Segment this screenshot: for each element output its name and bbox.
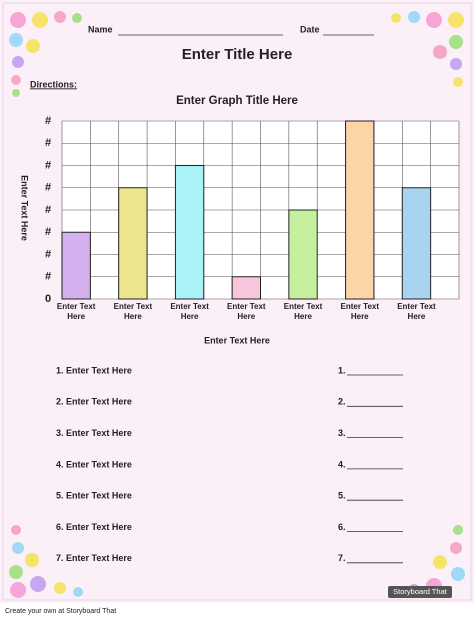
question-text: 1. Enter Text Here xyxy=(56,365,132,375)
x-tick-label: Enter Text Here xyxy=(170,302,209,321)
question-text: 2. Enter Text Here xyxy=(56,397,132,407)
x-tick-label: Enter Text Here xyxy=(113,302,153,321)
x-tick-label-box: Enter Text Here xyxy=(113,302,153,321)
question-text: 5. Enter Text Here xyxy=(56,491,132,501)
question-text: 4. Enter Text Here xyxy=(56,459,132,469)
answer-number: 1. xyxy=(338,365,346,375)
bar xyxy=(174,165,205,300)
answer-number: 5. xyxy=(338,491,346,501)
answer-number: 2. xyxy=(338,397,346,407)
y-tick-label: # xyxy=(45,182,51,194)
x-tick-label-box: Enter Text Here xyxy=(56,302,96,321)
page-background xyxy=(0,0,474,603)
directions-label: Directions: xyxy=(30,79,77,89)
footer-logo: Storyboard That xyxy=(393,587,448,596)
footer-bar xyxy=(0,603,474,620)
emoji-decoration xyxy=(9,11,465,598)
question-text: 7. Enter Text Here xyxy=(56,553,132,563)
x-tick-label-box: Enter Text Here xyxy=(283,302,323,321)
bar xyxy=(231,276,261,300)
x-tick-label: Enter Text Here xyxy=(227,302,266,321)
y-axis-label: Enter Text Here xyxy=(20,175,30,241)
bar xyxy=(118,187,148,300)
x-tick-label-box: Enter Text Here xyxy=(170,302,209,321)
x-tick-label-box: Enter Text Here xyxy=(227,302,266,321)
page-border xyxy=(2,2,472,601)
y-tick-label: # xyxy=(45,271,51,283)
y-tick-label: # xyxy=(45,226,51,238)
answer-number: 4. xyxy=(338,459,346,469)
name-label: Name xyxy=(88,24,113,34)
bar xyxy=(61,231,91,300)
y-tick-label: # xyxy=(45,115,51,127)
title: Enter Title Here xyxy=(182,46,293,63)
chart-title: Enter Graph Title Here xyxy=(176,95,298,107)
x-tick-label: Enter Text Here xyxy=(56,302,96,321)
x-tick-label: Enter Text Here xyxy=(340,302,380,321)
x-tick-label: Enter Text Here xyxy=(397,302,436,321)
bar xyxy=(345,120,375,300)
x-tick-label-box: Enter Text Here xyxy=(340,302,380,321)
x-tick-label-box: Enter Text Here xyxy=(397,302,436,321)
y-tick-label: # xyxy=(45,159,51,171)
x-tick-label: Enter Text Here xyxy=(283,302,323,321)
logo-box xyxy=(388,586,452,598)
bar xyxy=(288,209,318,300)
question-text: 6. Enter Text Here xyxy=(56,522,132,532)
answer-number: 3. xyxy=(338,428,346,438)
answer-number: 7. xyxy=(338,553,346,563)
y-tick-label: # xyxy=(45,204,51,216)
question-text: 3. Enter Text Here xyxy=(56,428,132,438)
y-tick-label: 0 xyxy=(45,293,51,305)
bar xyxy=(401,187,432,300)
y-tick-label: # xyxy=(45,137,51,149)
date-label: Date xyxy=(300,24,320,34)
footer-credit: Create your own at Storyboard That xyxy=(5,608,116,615)
y-tick-label: # xyxy=(45,248,51,260)
x-axis-label: Enter Text Here xyxy=(204,335,270,345)
answer-number: 6. xyxy=(338,522,346,532)
